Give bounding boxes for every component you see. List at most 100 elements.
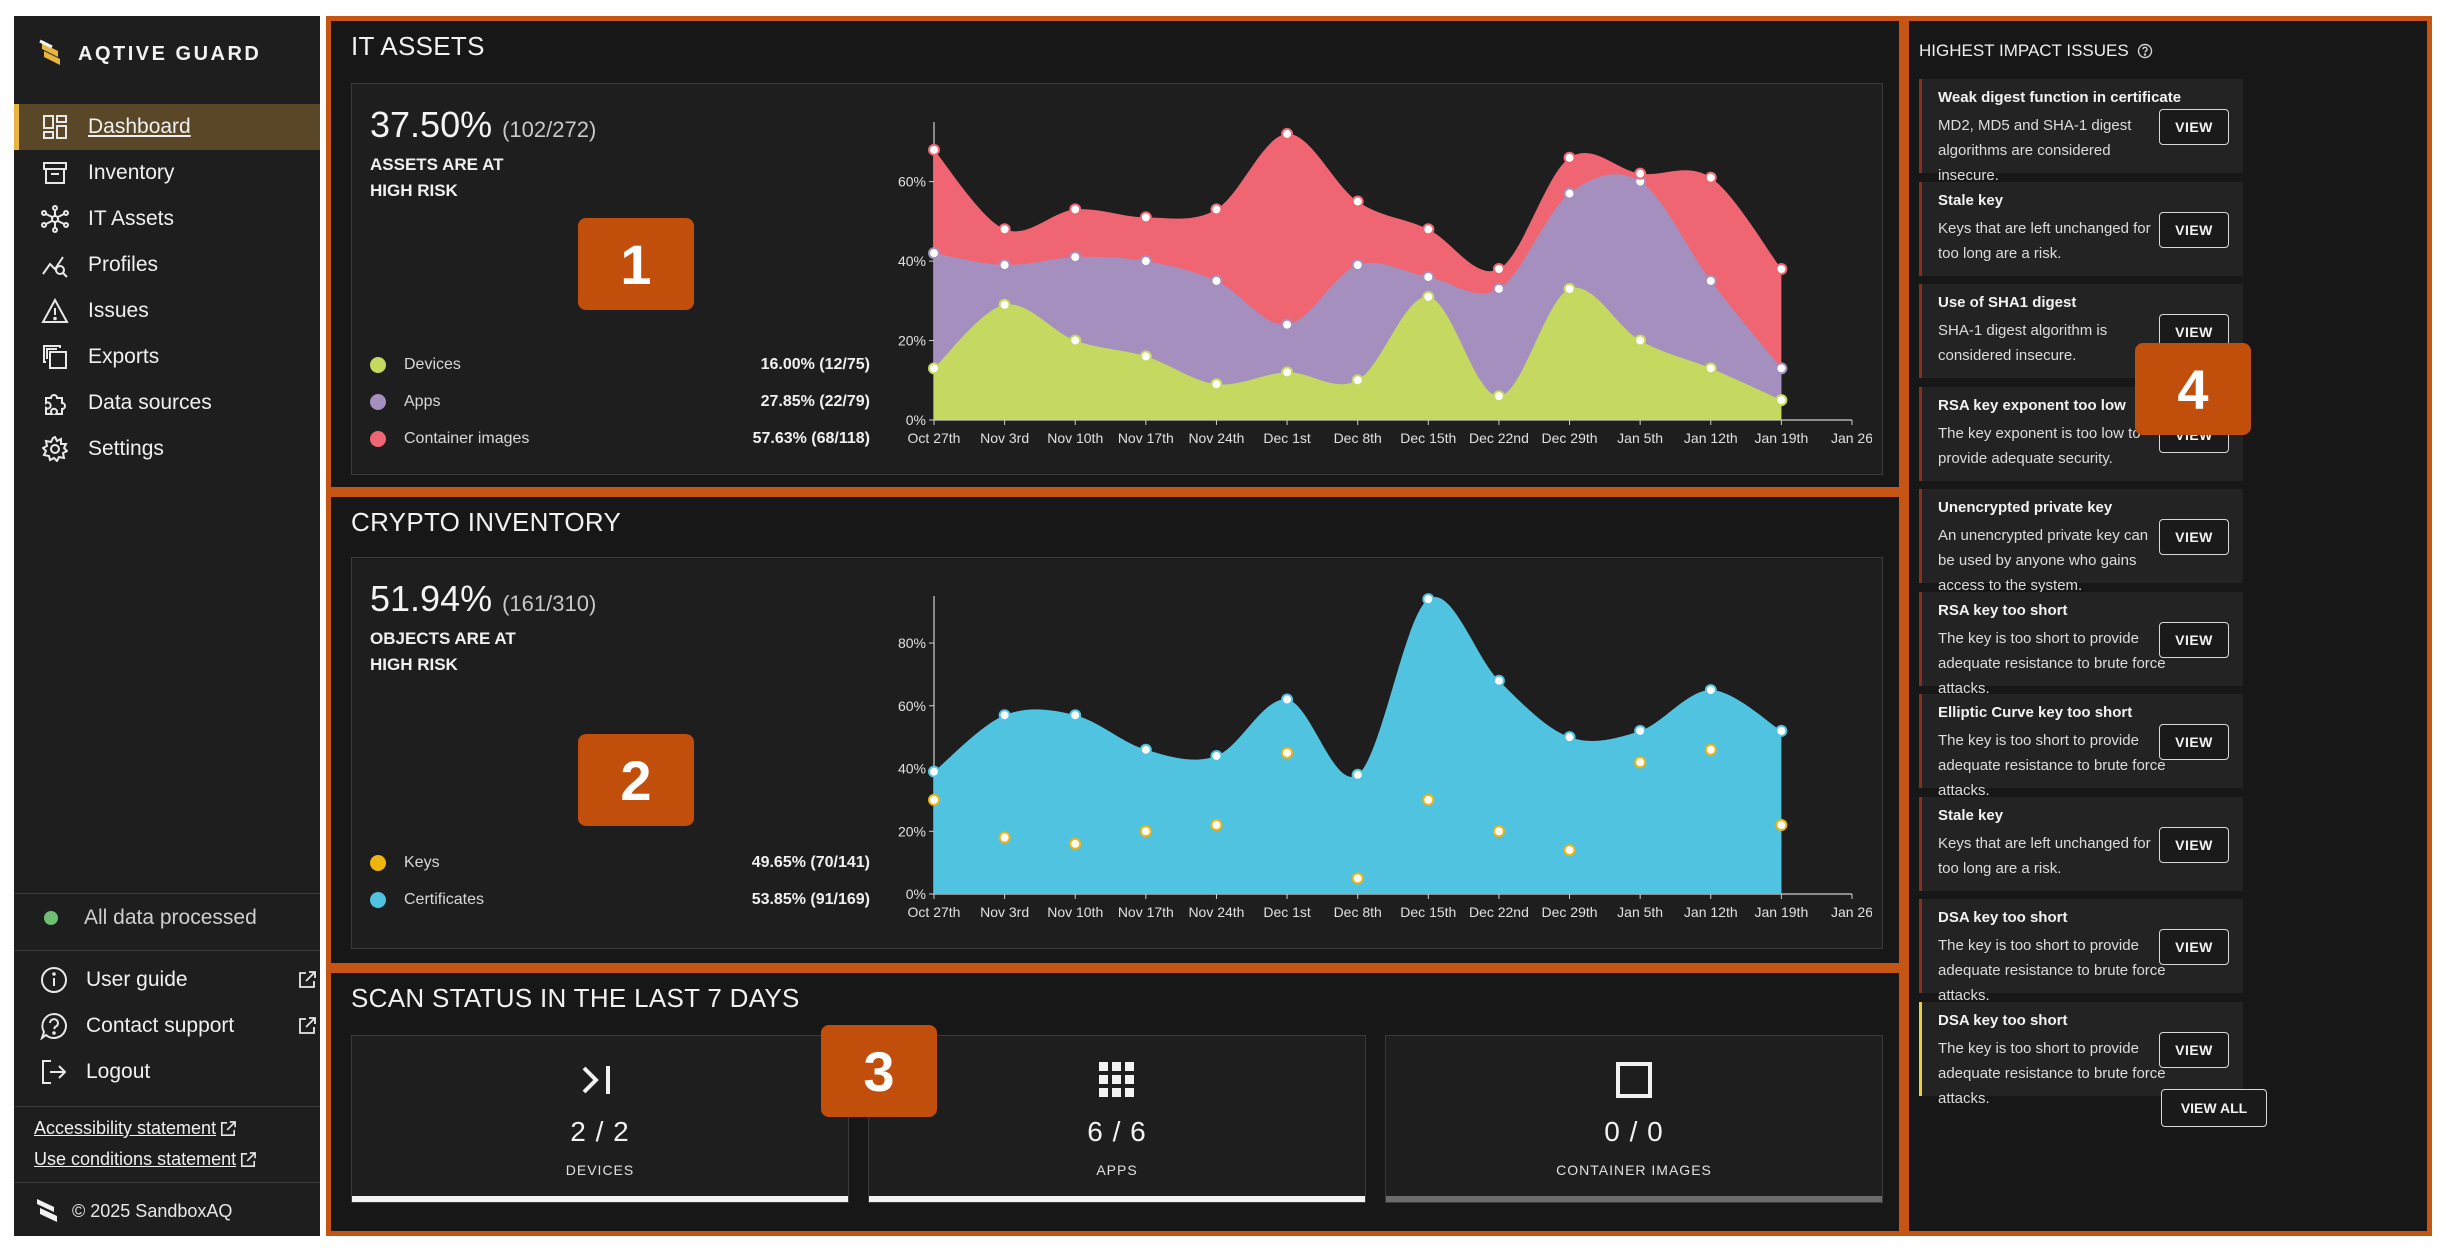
user-guide-link[interactable]: User guide	[40, 960, 316, 1000]
accessibility-link[interactable]: Accessibility statement	[34, 1118, 236, 1139]
issue-card[interactable]: DSA key too short The key is too short to…	[1919, 899, 2243, 1004]
data-point[interactable]	[928, 143, 940, 156]
data-point[interactable]	[1563, 844, 1576, 857]
data-point[interactable]	[1422, 290, 1435, 303]
data-point[interactable]	[1634, 334, 1647, 347]
data-point[interactable]	[1422, 593, 1435, 606]
legend-item-apps[interactable]: Apps 27.85% (22/79)	[370, 383, 870, 420]
view-all-button[interactable]: VIEW ALL	[2161, 1089, 2267, 1127]
data-point[interactable]	[928, 793, 940, 806]
data-point[interactable]	[1422, 793, 1435, 806]
view-issue-button[interactable]: VIEW	[2159, 211, 2229, 248]
data-point[interactable]	[1492, 674, 1505, 687]
data-point[interactable]	[1281, 693, 1294, 706]
legend-item-container-images[interactable]: Container images 57.63% (68/118)	[370, 420, 870, 457]
data-point[interactable]	[1563, 151, 1576, 164]
data-point[interactable]	[1492, 825, 1505, 838]
issue-card[interactable]: Stale key Keys that are left unchanged fo…	[1919, 796, 2243, 891]
issue-card[interactable]: Unencrypted private key An unencrypted pr…	[1919, 489, 2243, 594]
data-point[interactable]	[1139, 255, 1152, 268]
issue-card[interactable]: DSA key too short The key is too short to…	[1919, 1001, 2243, 1107]
legend-item-certificates[interactable]: Certificates 53.85% (91/169)	[370, 881, 870, 918]
scan-tile-container-images[interactable]: 0 / 0 CONTAINER IMAGES	[1385, 1035, 1883, 1203]
nav-item-issues[interactable]: Issues	[14, 288, 320, 334]
nav-item-profiles[interactable]: Profiles	[14, 242, 320, 288]
data-point[interactable]	[1492, 263, 1505, 276]
data-point[interactable]	[1563, 187, 1576, 200]
data-point[interactable]	[1492, 390, 1505, 403]
issue-card[interactable]: Stale key Keys that are left unchanged fo…	[1919, 181, 2243, 276]
data-point[interactable]	[1351, 768, 1364, 781]
nav-item-inventory[interactable]: Inventory	[14, 150, 320, 196]
data-point[interactable]	[1704, 171, 1717, 184]
series-area-certificates[interactable]	[934, 596, 1782, 894]
data-point[interactable]	[998, 709, 1011, 722]
nav-item-data-sources[interactable]: Data sources	[14, 380, 320, 426]
data-point[interactable]	[1281, 127, 1294, 140]
data-point[interactable]	[1351, 195, 1364, 208]
scan-tile-devices[interactable]: 2 / 2 DEVICES	[351, 1035, 849, 1203]
data-point[interactable]	[1775, 818, 1788, 831]
data-point[interactable]	[1634, 167, 1647, 180]
data-point[interactable]	[1775, 362, 1788, 375]
scan-tile-apps[interactable]: 6 / 6 APPS	[868, 1035, 1366, 1203]
nav-item-settings[interactable]: Settings	[14, 426, 320, 472]
nav-item-dashboard[interactable]: Dashboard	[14, 104, 320, 150]
issue-card[interactable]: RSA key too short The key is too short to…	[1919, 591, 2243, 697]
data-point[interactable]	[1422, 270, 1435, 283]
view-issue-button[interactable]: VIEW	[2159, 724, 2229, 760]
data-point[interactable]	[1634, 756, 1647, 769]
data-point[interactable]	[1139, 211, 1152, 224]
it-assets-area-chart[interactable]: 0% 20% 40% 60% Oct 27th Nov 3rd Nov 10th Nov 17…	[892, 104, 1872, 464]
data-point[interactable]	[1775, 724, 1788, 737]
data-point[interactable]	[998, 259, 1011, 272]
legend-item-devices[interactable]: Devices 16.00% (12/75)	[370, 346, 870, 383]
data-point[interactable]	[1069, 203, 1082, 216]
data-point[interactable]	[1210, 274, 1223, 287]
data-point[interactable]	[1704, 274, 1717, 287]
data-point[interactable]	[1351, 374, 1364, 387]
help-circle-icon[interactable]	[2137, 43, 2153, 59]
view-issue-button[interactable]: VIEW	[2159, 109, 2229, 145]
logo[interactable]: AQTIVE GUARD	[38, 36, 261, 72]
data-point[interactable]	[1563, 282, 1576, 295]
data-point[interactable]	[1492, 282, 1505, 295]
nav-item-it-assets[interactable]: IT Assets	[14, 196, 320, 242]
crypto-area-chart[interactable]: 0% 20% 40% 60% 80% Oct 27th Nov 3rd Nov 10th Nov…	[892, 578, 1872, 938]
data-point[interactable]	[1069, 251, 1082, 264]
data-point[interactable]	[1210, 203, 1223, 216]
data-point[interactable]	[928, 765, 940, 778]
issue-card[interactable]: Weak digest function in certificate MD2, …	[1919, 79, 2243, 184]
view-issue-button[interactable]: VIEW	[2159, 519, 2229, 555]
data-point[interactable]	[1704, 684, 1717, 697]
series-area-devices[interactable]	[934, 287, 1782, 420]
data-point[interactable]	[1775, 263, 1788, 276]
data-point[interactable]	[998, 223, 1011, 236]
data-point[interactable]	[1563, 731, 1576, 744]
data-point[interactable]	[1281, 318, 1294, 331]
data-point[interactable]	[1139, 743, 1152, 756]
nav-item-exports[interactable]: Exports	[14, 334, 320, 380]
data-point[interactable]	[998, 831, 1011, 844]
data-point[interactable]	[928, 247, 940, 260]
data-point[interactable]	[1069, 334, 1082, 347]
data-point[interactable]	[1281, 366, 1294, 379]
data-point[interactable]	[1281, 746, 1294, 759]
data-point[interactable]	[998, 298, 1011, 311]
data-point[interactable]	[1139, 825, 1152, 838]
data-point[interactable]	[1210, 378, 1223, 391]
data-point[interactable]	[1704, 362, 1717, 375]
data-point[interactable]	[1422, 223, 1435, 236]
data-point[interactable]	[1069, 709, 1082, 722]
data-point[interactable]	[928, 362, 940, 375]
data-point[interactable]	[1210, 749, 1223, 762]
data-point[interactable]	[1139, 350, 1152, 363]
legend-item-keys[interactable]: Keys 49.65% (70/141)	[370, 844, 870, 881]
data-point[interactable]	[1634, 724, 1647, 737]
data-point[interactable]	[1210, 818, 1223, 831]
use-conditions-link[interactable]: Use conditions statement	[34, 1149, 257, 1170]
data-point[interactable]	[1351, 259, 1364, 272]
view-issue-button[interactable]: VIEW	[2159, 929, 2229, 965]
issue-card[interactable]: Elliptic Curve key too short The key is t…	[1919, 694, 2243, 799]
data-point[interactable]	[1069, 837, 1082, 850]
